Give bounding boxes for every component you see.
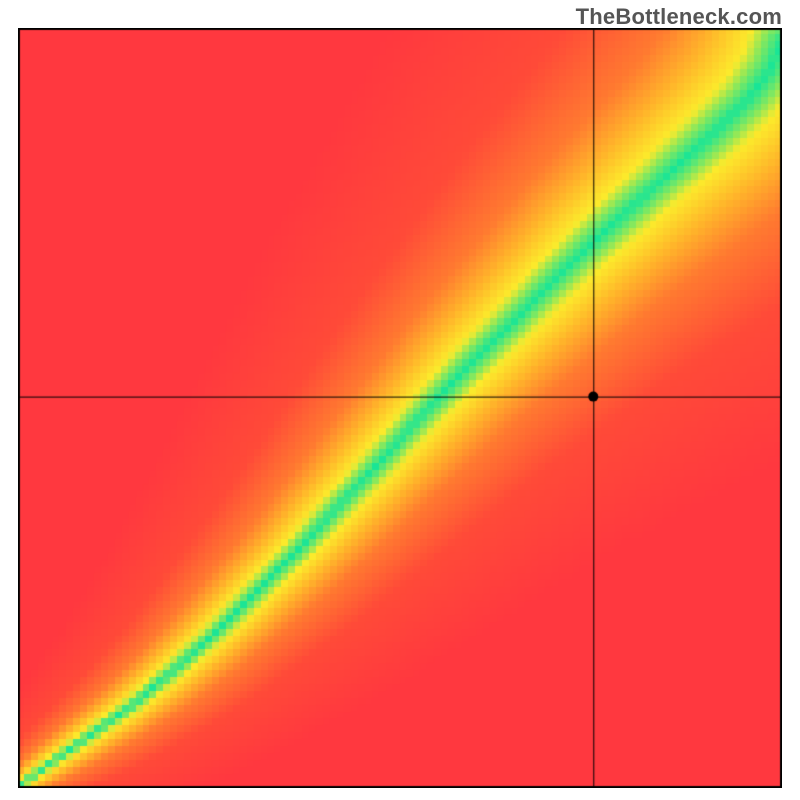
bottleneck-heatmap xyxy=(18,28,782,788)
chart-container: TheBottleneck.com xyxy=(0,0,800,800)
watermark-text: TheBottleneck.com xyxy=(576,4,782,30)
